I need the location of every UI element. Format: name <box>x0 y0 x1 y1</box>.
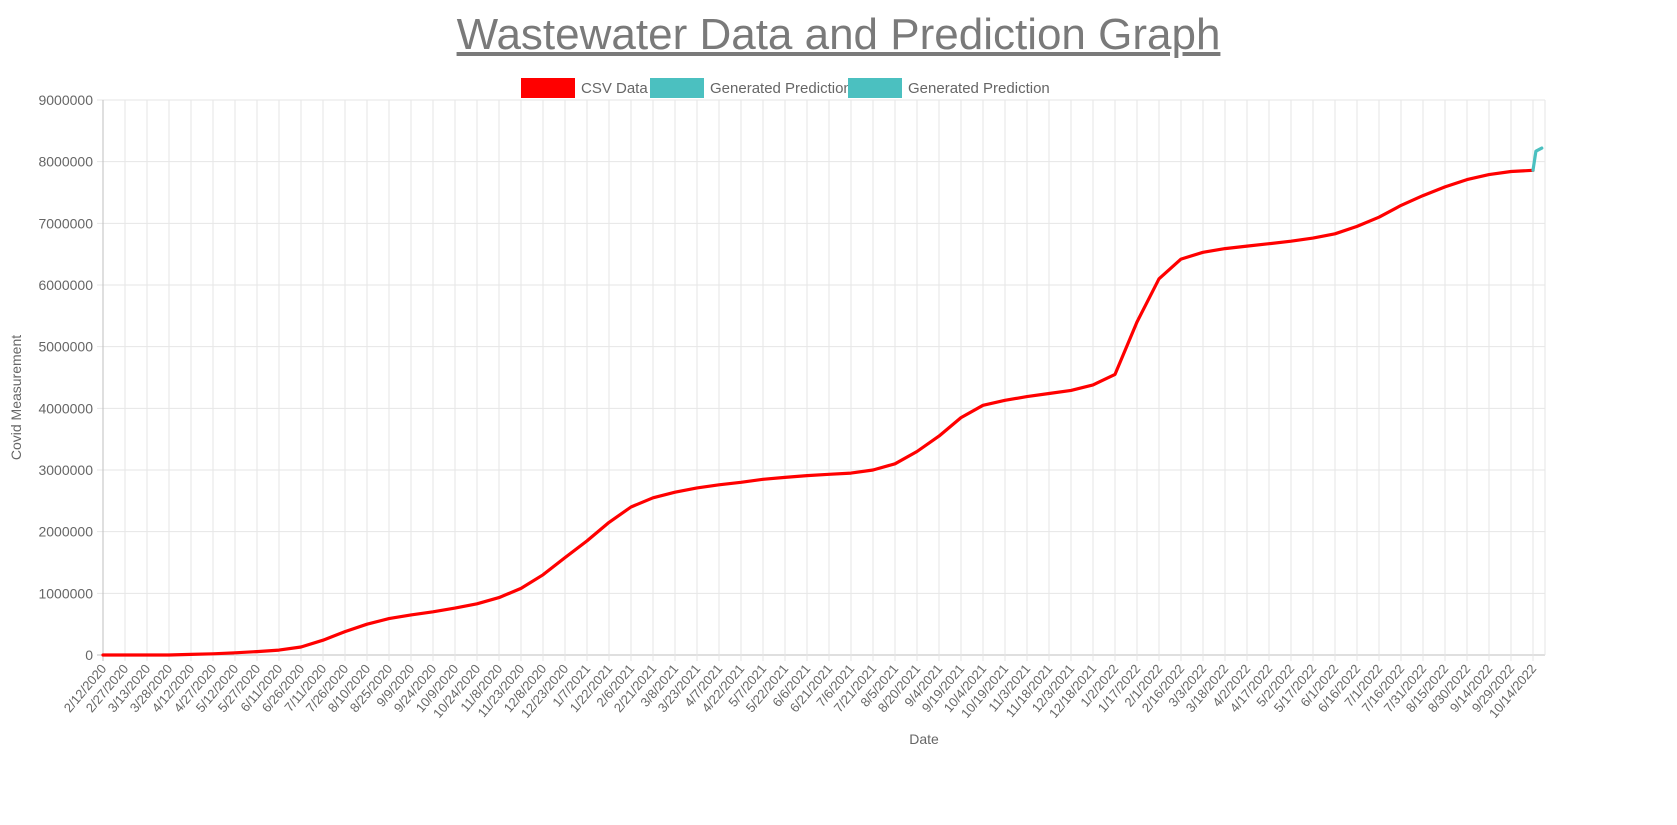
legend-swatch-generated-prediction-1 <box>650 78 704 98</box>
legend-swatch-csv-data <box>521 78 575 98</box>
y-tick-label: 8000000 <box>38 154 93 170</box>
chart-legend: CSV Data Generated Prediction Generated … <box>0 77 1677 99</box>
legend-swatch-generated-prediction-2 <box>848 78 902 98</box>
y-tick-label: 5000000 <box>38 339 93 355</box>
chart-title: Wastewater Data and Prediction Graph <box>456 10 1221 59</box>
y-tick-label: 0 <box>85 647 93 663</box>
legend-label-generated-prediction-1: Generated Prediction <box>710 79 852 97</box>
legend-label-csv-data: CSV Data <box>581 79 648 97</box>
series-line-generated-prediction <box>1531 146 1544 172</box>
y-tick-label: 4000000 <box>38 400 93 416</box>
y-tick-label: 7000000 <box>38 215 93 231</box>
legend-label-generated-prediction-2: Generated Prediction <box>908 79 1050 97</box>
y-tick-label: 1000000 <box>38 585 93 601</box>
y-tick-label: 2000000 <box>38 524 93 540</box>
legend-item-csv-data[interactable]: CSV Data <box>521 77 648 99</box>
x-axis-title: Date <box>909 731 939 747</box>
y-tick-label: 9000000 <box>38 92 93 108</box>
y-axis-title: Covid Measurement <box>8 335 24 460</box>
legend-item-generated-prediction-1[interactable]: Generated Prediction <box>650 77 852 99</box>
legend-item-generated-prediction-2[interactable]: Generated Prediction <box>848 77 1050 99</box>
series-line-csv-data <box>101 168 1535 657</box>
y-tick-label: 6000000 <box>38 277 93 293</box>
y-tick-label: 3000000 <box>38 462 93 478</box>
